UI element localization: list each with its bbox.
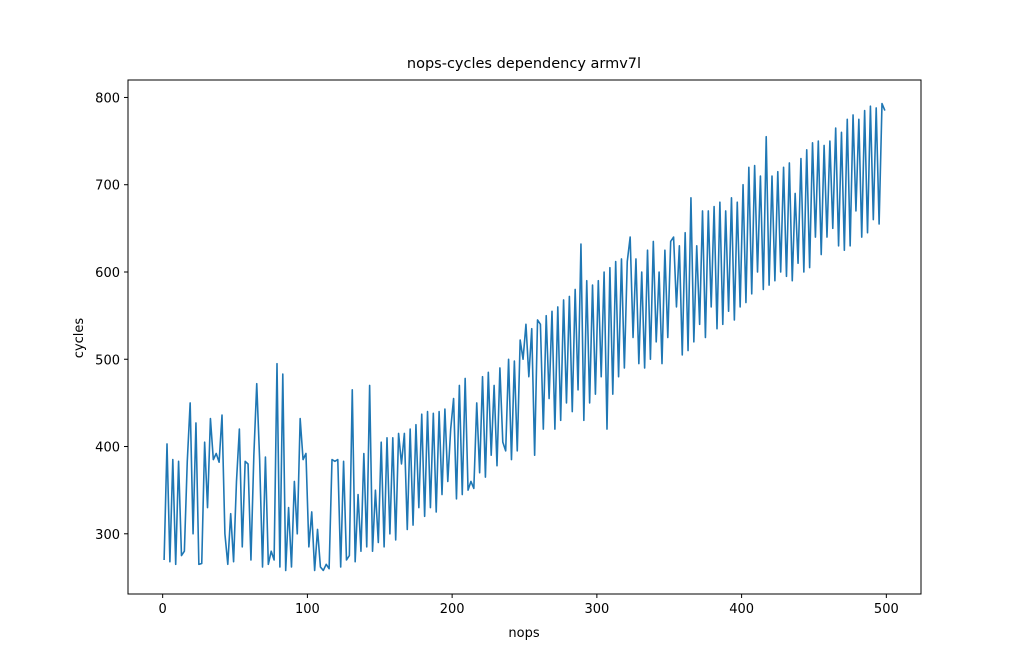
y-tick-label: 300 [95, 528, 120, 543]
x-axis-label: nops [508, 626, 539, 641]
plot-frame [127, 79, 922, 595]
x-tick-label: 400 [729, 602, 754, 617]
y-axis-label: cycles [72, 318, 87, 359]
x-tick-label: 200 [440, 602, 465, 617]
y-tick-label: 800 [95, 91, 120, 106]
y-tick-label: 700 [95, 179, 120, 194]
y-tick-label: 600 [95, 266, 120, 281]
data-line [163, 102, 886, 572]
x-tick-label: 300 [584, 602, 609, 617]
x-tick-label: 500 [874, 602, 899, 617]
x-tick-label: 100 [295, 602, 320, 617]
y-tick-label: 400 [95, 441, 120, 456]
y-tick-label: 500 [95, 353, 120, 368]
x-tick-label: 0 [159, 602, 167, 617]
chart-title: nops-cycles dependency armv7l [407, 56, 641, 72]
